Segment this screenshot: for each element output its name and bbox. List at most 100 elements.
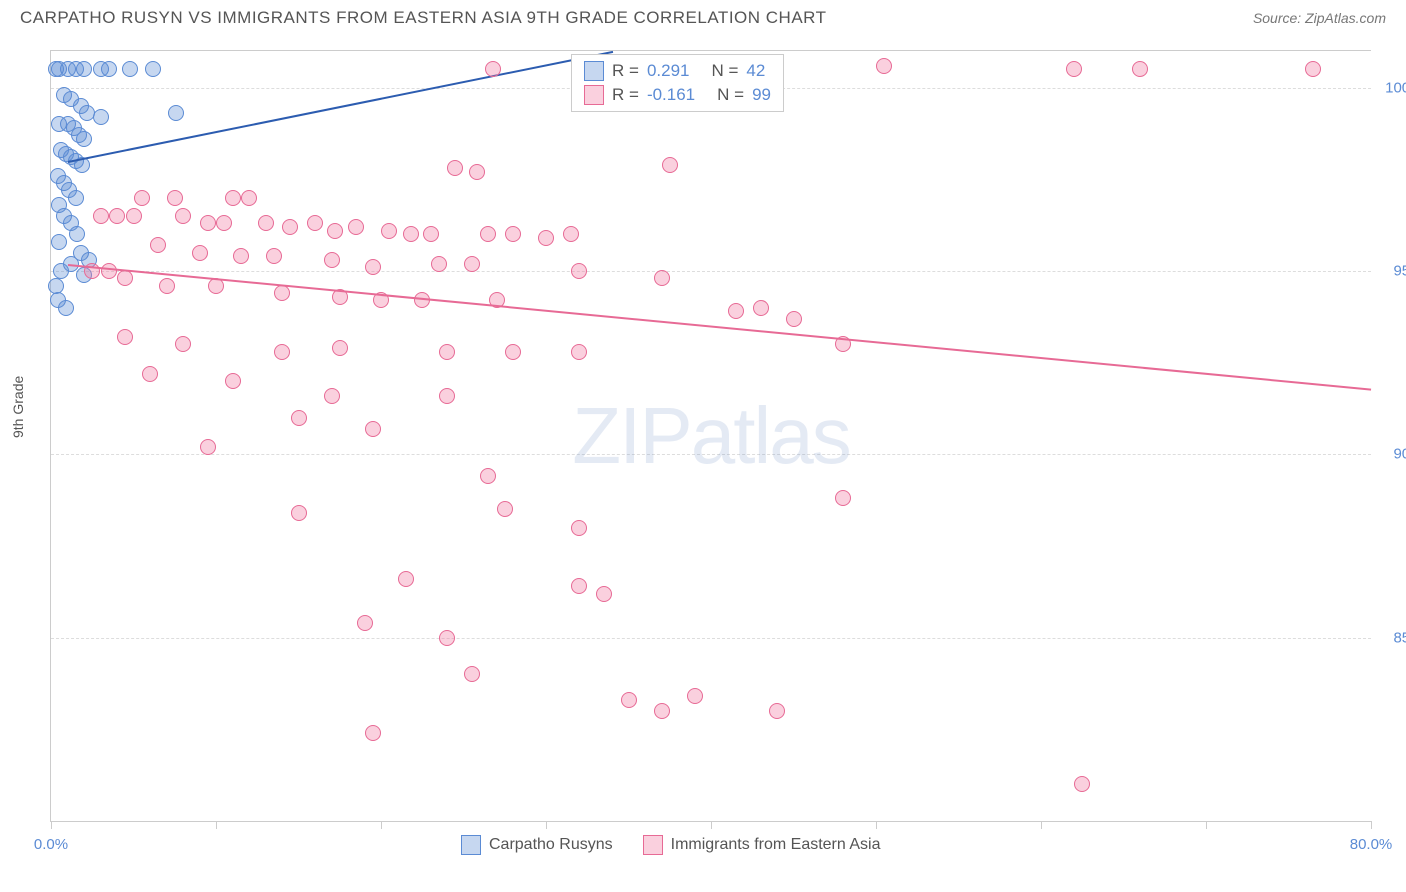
scatter-point <box>1132 61 1148 77</box>
scatter-point <box>447 160 463 176</box>
scatter-point <box>307 215 323 231</box>
x-tick <box>876 821 877 829</box>
scatter-point <box>786 311 802 327</box>
scatter-point <box>563 226 579 242</box>
scatter-point <box>654 270 670 286</box>
scatter-point <box>168 105 184 121</box>
scatter-point <box>167 190 183 206</box>
scatter-point <box>225 373 241 389</box>
scatter-point <box>258 215 274 231</box>
legend-swatch <box>643 835 663 855</box>
legend-row: R = 0.291N = 42 <box>584 59 771 83</box>
scatter-point <box>122 61 138 77</box>
scatter-point <box>621 692 637 708</box>
scatter-point <box>485 61 501 77</box>
scatter-point <box>216 215 232 231</box>
x-tick <box>1371 821 1372 829</box>
legend-swatch <box>584 61 604 81</box>
correlation-legend: R = 0.291N = 42R = -0.161 N = 99 <box>571 54 784 112</box>
scatter-point <box>596 586 612 602</box>
gridline <box>51 454 1371 455</box>
scatter-point <box>76 61 92 77</box>
scatter-point <box>348 219 364 235</box>
gridline <box>51 638 1371 639</box>
scatter-point <box>769 703 785 719</box>
scatter-point <box>654 703 670 719</box>
scatter-point <box>324 388 340 404</box>
scatter-point <box>571 263 587 279</box>
scatter-point <box>1066 61 1082 77</box>
scatter-point <box>134 190 150 206</box>
y-tick-label: 95.0% <box>1393 263 1406 280</box>
scatter-point <box>51 234 67 250</box>
scatter-point <box>93 208 109 224</box>
r-label: R = <box>612 61 639 81</box>
chart-plot-area: ZIPatlas R = 0.291N = 42R = -0.161 N = 99… <box>50 50 1371 822</box>
scatter-point <box>431 256 447 272</box>
legend-item: Carpatho Rusyns <box>461 835 613 855</box>
scatter-point <box>175 208 191 224</box>
n-value: 42 <box>746 61 765 81</box>
x-tick <box>381 821 382 829</box>
scatter-point <box>117 270 133 286</box>
x-tick <box>546 821 547 829</box>
scatter-point <box>69 226 85 242</box>
scatter-point <box>101 263 117 279</box>
x-tick <box>1041 821 1042 829</box>
y-tick-label: 100.0% <box>1385 79 1406 96</box>
x-tick <box>216 821 217 829</box>
x-tick-label: 80.0% <box>1350 836 1393 853</box>
scatter-point <box>357 615 373 631</box>
scatter-point <box>728 303 744 319</box>
legend-swatch <box>461 835 481 855</box>
scatter-point <box>464 256 480 272</box>
scatter-point <box>571 578 587 594</box>
scatter-point <box>876 58 892 74</box>
series-legend: Carpatho Rusyns Immigrants from Eastern A… <box>461 835 880 855</box>
scatter-point <box>274 344 290 360</box>
source-label: Source: ZipAtlas.com <box>1253 10 1386 26</box>
scatter-point <box>76 131 92 147</box>
scatter-point <box>266 248 282 264</box>
scatter-point <box>175 336 191 352</box>
n-value: 99 <box>752 85 771 105</box>
scatter-point <box>365 421 381 437</box>
legend-label: Immigrants from Eastern Asia <box>671 836 881 854</box>
n-label: N = <box>717 85 744 105</box>
scatter-point <box>687 688 703 704</box>
scatter-point <box>324 252 340 268</box>
chart-title: CARPATHO RUSYN VS IMMIGRANTS FROM EASTER… <box>20 8 827 28</box>
scatter-point <box>327 223 343 239</box>
scatter-point <box>233 248 249 264</box>
scatter-point <box>469 164 485 180</box>
r-label: R = <box>612 85 639 105</box>
scatter-point <box>48 278 64 294</box>
scatter-point <box>109 208 125 224</box>
r-value: -0.161 <box>647 85 695 105</box>
scatter-point <box>126 208 142 224</box>
y-tick-label: 90.0% <box>1393 446 1406 463</box>
scatter-point <box>538 230 554 246</box>
scatter-point <box>505 344 521 360</box>
legend-label: Carpatho Rusyns <box>489 836 613 854</box>
gridline <box>51 271 1371 272</box>
scatter-point <box>159 278 175 294</box>
scatter-point <box>93 109 109 125</box>
scatter-point <box>145 61 161 77</box>
scatter-point <box>497 501 513 517</box>
scatter-point <box>1305 61 1321 77</box>
scatter-point <box>200 215 216 231</box>
scatter-point <box>1074 776 1090 792</box>
scatter-point <box>505 226 521 242</box>
scatter-point <box>464 666 480 682</box>
scatter-point <box>662 157 678 173</box>
scatter-point <box>365 259 381 275</box>
scatter-point <box>423 226 439 242</box>
scatter-point <box>68 190 84 206</box>
scatter-point <box>274 285 290 301</box>
scatter-point <box>365 725 381 741</box>
n-label: N = <box>711 61 738 81</box>
scatter-point <box>192 245 208 261</box>
y-tick-label: 85.0% <box>1393 629 1406 646</box>
watermark: ZIPatlas <box>572 390 849 482</box>
